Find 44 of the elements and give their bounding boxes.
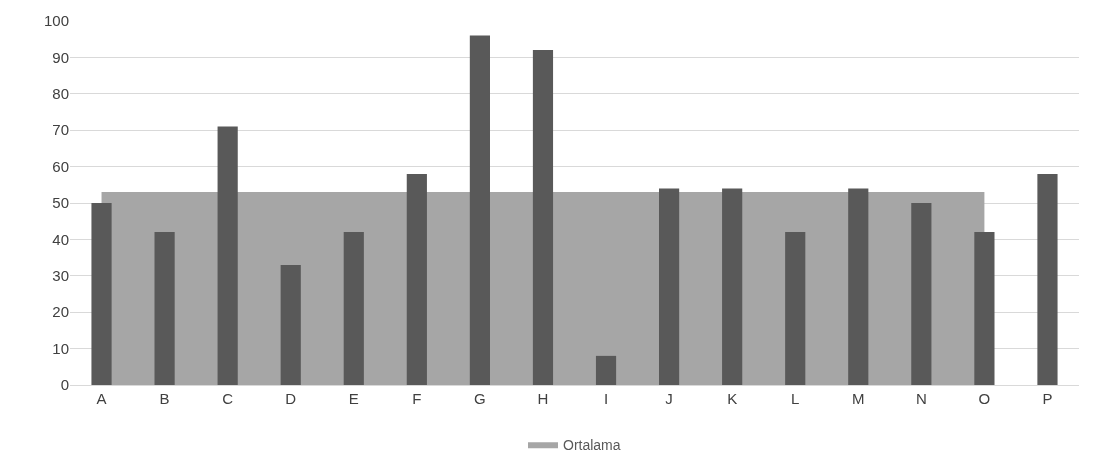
x-tick-label: B: [159, 390, 170, 407]
y-tick-label: 20: [52, 303, 69, 321]
y-tick-label: 60: [52, 157, 69, 175]
legend-label: Ortalama: [563, 436, 621, 453]
y-tick-label: 70: [52, 121, 69, 139]
bar: [722, 188, 743, 385]
y-tick-label: 100: [43, 12, 69, 30]
bar: [659, 188, 680, 385]
bar: [406, 173, 427, 385]
x-tick-label: K: [727, 390, 738, 407]
bar: [343, 232, 364, 385]
x-tick-label: D: [285, 390, 297, 407]
x-tick-label: P: [1042, 390, 1053, 407]
x-tick-label: I: [603, 390, 609, 407]
x-tick-label: H: [537, 390, 549, 407]
bar: [91, 203, 112, 385]
y-tick-label: 30: [52, 267, 69, 285]
x-tick-label: G: [474, 390, 486, 407]
y-tick-label: 90: [52, 48, 69, 66]
bar: [595, 355, 617, 385]
bar: [217, 126, 238, 385]
x-tick-label: N: [915, 390, 927, 407]
bar: [280, 264, 301, 385]
x-tick-label: C: [222, 390, 234, 407]
x-tick-label: M: [852, 390, 865, 407]
y-tick-label: 80: [52, 85, 69, 103]
y-tick-label: 0: [60, 376, 69, 394]
x-tick-label: E: [348, 390, 359, 407]
y-tick-label: 50: [52, 194, 69, 212]
bar: [532, 50, 554, 385]
x-tick-label: L: [791, 390, 800, 407]
bar: [154, 232, 175, 385]
x-tick-label: J: [665, 390, 673, 407]
bar: [469, 35, 490, 385]
x-tick-label: A: [96, 390, 107, 407]
bar: [848, 188, 869, 385]
bar: [1037, 173, 1058, 385]
x-tick-label: O: [978, 390, 991, 407]
y-tick-label: 10: [52, 339, 69, 357]
bar: [974, 232, 995, 385]
x-tick-label: F: [412, 390, 422, 407]
y-tick-label: 40: [52, 230, 69, 248]
bar: [911, 203, 932, 385]
bar: [785, 232, 806, 385]
